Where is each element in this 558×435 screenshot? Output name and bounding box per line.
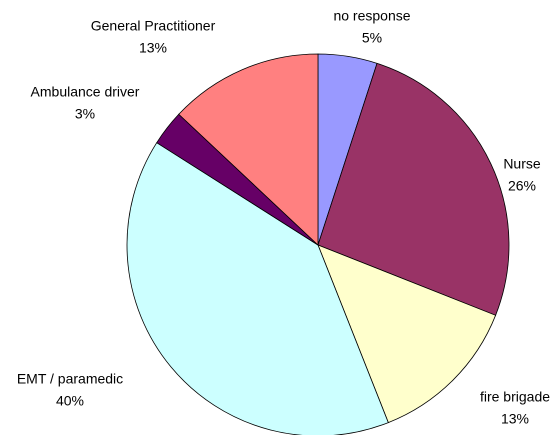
slice-label: General Practitioner bbox=[91, 18, 216, 34]
pie-slice bbox=[178, 53, 319, 246]
pie-slice bbox=[126, 142, 389, 435]
slice-label: no response bbox=[333, 8, 410, 24]
slice-label: EMT / paramedic bbox=[17, 371, 123, 387]
slice-value-label: 13% bbox=[139, 40, 167, 56]
slice-label: Ambulance driver bbox=[31, 84, 140, 100]
slice-label: Nurse bbox=[503, 156, 541, 172]
slice-value-label: 40% bbox=[56, 393, 84, 409]
slice-value-label: 5% bbox=[362, 30, 382, 46]
pie-slice bbox=[317, 244, 497, 424]
slice-label: fire brigade bbox=[480, 389, 550, 405]
pie-slice bbox=[317, 62, 510, 316]
slice-value-label: 3% bbox=[75, 106, 95, 122]
slice-value-label: 13% bbox=[501, 411, 529, 427]
slice-value-label: 26% bbox=[508, 178, 536, 194]
